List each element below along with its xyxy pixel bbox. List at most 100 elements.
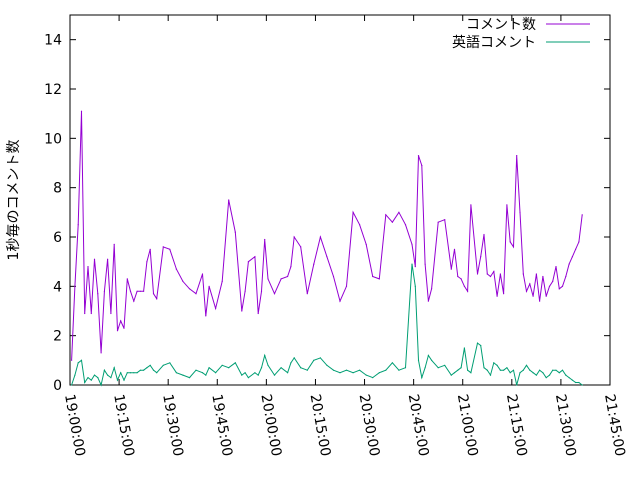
data-point [152, 293, 155, 295]
data-point [293, 236, 295, 238]
data-point [313, 263, 315, 265]
data-point [273, 374, 276, 376]
data-point [480, 256, 482, 258]
data-point [319, 357, 321, 359]
data-point [208, 285, 210, 287]
data-point [532, 295, 534, 297]
data-point [548, 285, 551, 287]
data-point [552, 280, 554, 282]
data-point [519, 372, 521, 374]
data-point [87, 266, 89, 268]
data-point [424, 367, 426, 369]
data-point [188, 377, 191, 379]
data-point [77, 362, 79, 364]
data-point [221, 364, 223, 366]
data-point [162, 364, 164, 366]
data-point [568, 377, 570, 379]
x-tick-label: 19:15:00 [110, 393, 137, 458]
data-point [169, 362, 171, 364]
data-point [143, 290, 145, 292]
data-point [539, 369, 541, 371]
data-point [247, 377, 249, 379]
data-point [195, 293, 197, 295]
data-point [107, 258, 109, 260]
data-point [257, 374, 259, 376]
data-point [489, 275, 492, 278]
data-point [195, 369, 197, 371]
data-point [555, 266, 557, 268]
y-tick-label: 12 [44, 82, 62, 98]
data-point [378, 372, 380, 374]
data-point [437, 367, 439, 369]
data-point [332, 369, 335, 371]
data-point [339, 372, 341, 374]
y-tick-label: 0 [53, 378, 62, 394]
data-point [87, 377, 89, 379]
data-point [463, 347, 465, 349]
data-point [293, 357, 295, 359]
data-point [486, 273, 488, 275]
data-point [575, 248, 577, 250]
data-point [411, 263, 413, 265]
data-point [188, 288, 191, 290]
data-point [146, 261, 148, 263]
data-point [571, 379, 574, 381]
data-point [280, 278, 282, 280]
data-point [133, 372, 135, 374]
data-point [103, 290, 105, 292]
data-point [480, 344, 482, 347]
data-point [558, 372, 560, 374]
y-tick-label: 4 [53, 279, 62, 295]
data-point [424, 263, 426, 265]
data-point [578, 381, 580, 384]
data-point [273, 293, 276, 295]
data-point [398, 211, 400, 213]
data-point [476, 342, 479, 344]
data-point [287, 372, 289, 374]
data-point [539, 300, 541, 302]
data-point [77, 224, 79, 226]
data-point [581, 384, 583, 386]
data-point [93, 374, 96, 376]
x-tick-label: 20:30:00 [356, 393, 383, 458]
data-point [319, 236, 321, 238]
data-point [512, 246, 515, 248]
x-tick-label: 19:45:00 [208, 393, 235, 458]
data-point [398, 369, 400, 371]
data-point [529, 283, 531, 285]
data-point [499, 369, 501, 371]
data-point [139, 290, 141, 292]
data-point [123, 327, 125, 329]
data-point [290, 362, 292, 364]
data-point [460, 278, 462, 280]
data-point [467, 369, 469, 371]
data-point [97, 293, 99, 295]
series-layer [71, 110, 583, 387]
data-point [359, 369, 361, 371]
data-point [489, 374, 492, 376]
data-point [561, 285, 564, 287]
data-point [326, 256, 328, 258]
data-point [136, 372, 138, 374]
data-point [234, 362, 236, 364]
data-point [467, 290, 469, 292]
data-point [234, 231, 236, 233]
data-point [182, 374, 184, 376]
data-point [450, 374, 452, 376]
data-point [385, 214, 387, 216]
data-point [571, 256, 574, 258]
data-point [470, 372, 472, 374]
data-point [300, 246, 302, 248]
data-point [460, 367, 462, 369]
data-point [565, 275, 567, 278]
x-tick-label: 20:00:00 [257, 393, 284, 458]
data-point [326, 364, 328, 366]
data-point [228, 199, 230, 201]
data-point [113, 243, 115, 245]
data-point [565, 374, 567, 376]
data-point [493, 270, 495, 273]
data-point [548, 374, 551, 376]
data-point [365, 374, 367, 376]
data-point [244, 290, 246, 292]
